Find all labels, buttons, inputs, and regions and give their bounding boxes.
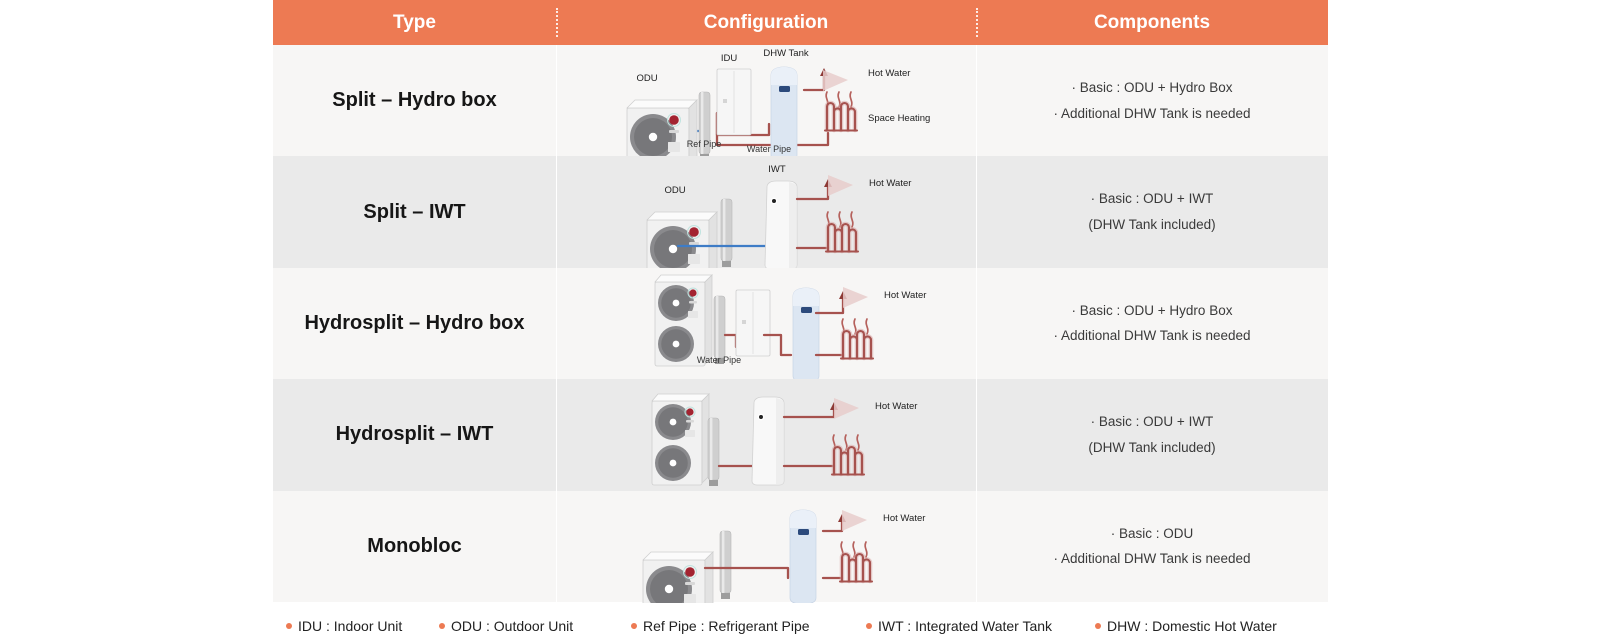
svg-text:ODU: ODU (636, 73, 657, 84)
svg-text:IDU: IDU (721, 53, 738, 64)
svg-text:Space Heating: Space Heating (868, 113, 930, 124)
svg-text:Hot Water: Hot Water (883, 513, 925, 524)
svg-text:Hot Water: Hot Water (884, 290, 926, 301)
svg-text:Ref Pipe: Ref Pipe (687, 139, 722, 149)
svg-text:ODU: ODU (664, 185, 685, 196)
svg-text:Water Pipe: Water Pipe (747, 144, 791, 154)
svg-text:DHW Tank: DHW Tank (763, 48, 808, 59)
svg-text:Hot Water: Hot Water (869, 178, 911, 189)
svg-text:Hot Water: Hot Water (868, 68, 910, 79)
svg-text:Hot Water: Hot Water (875, 401, 917, 412)
svg-text:Water Pipe: Water Pipe (697, 355, 741, 365)
svg-text:IWT: IWT (768, 164, 786, 175)
